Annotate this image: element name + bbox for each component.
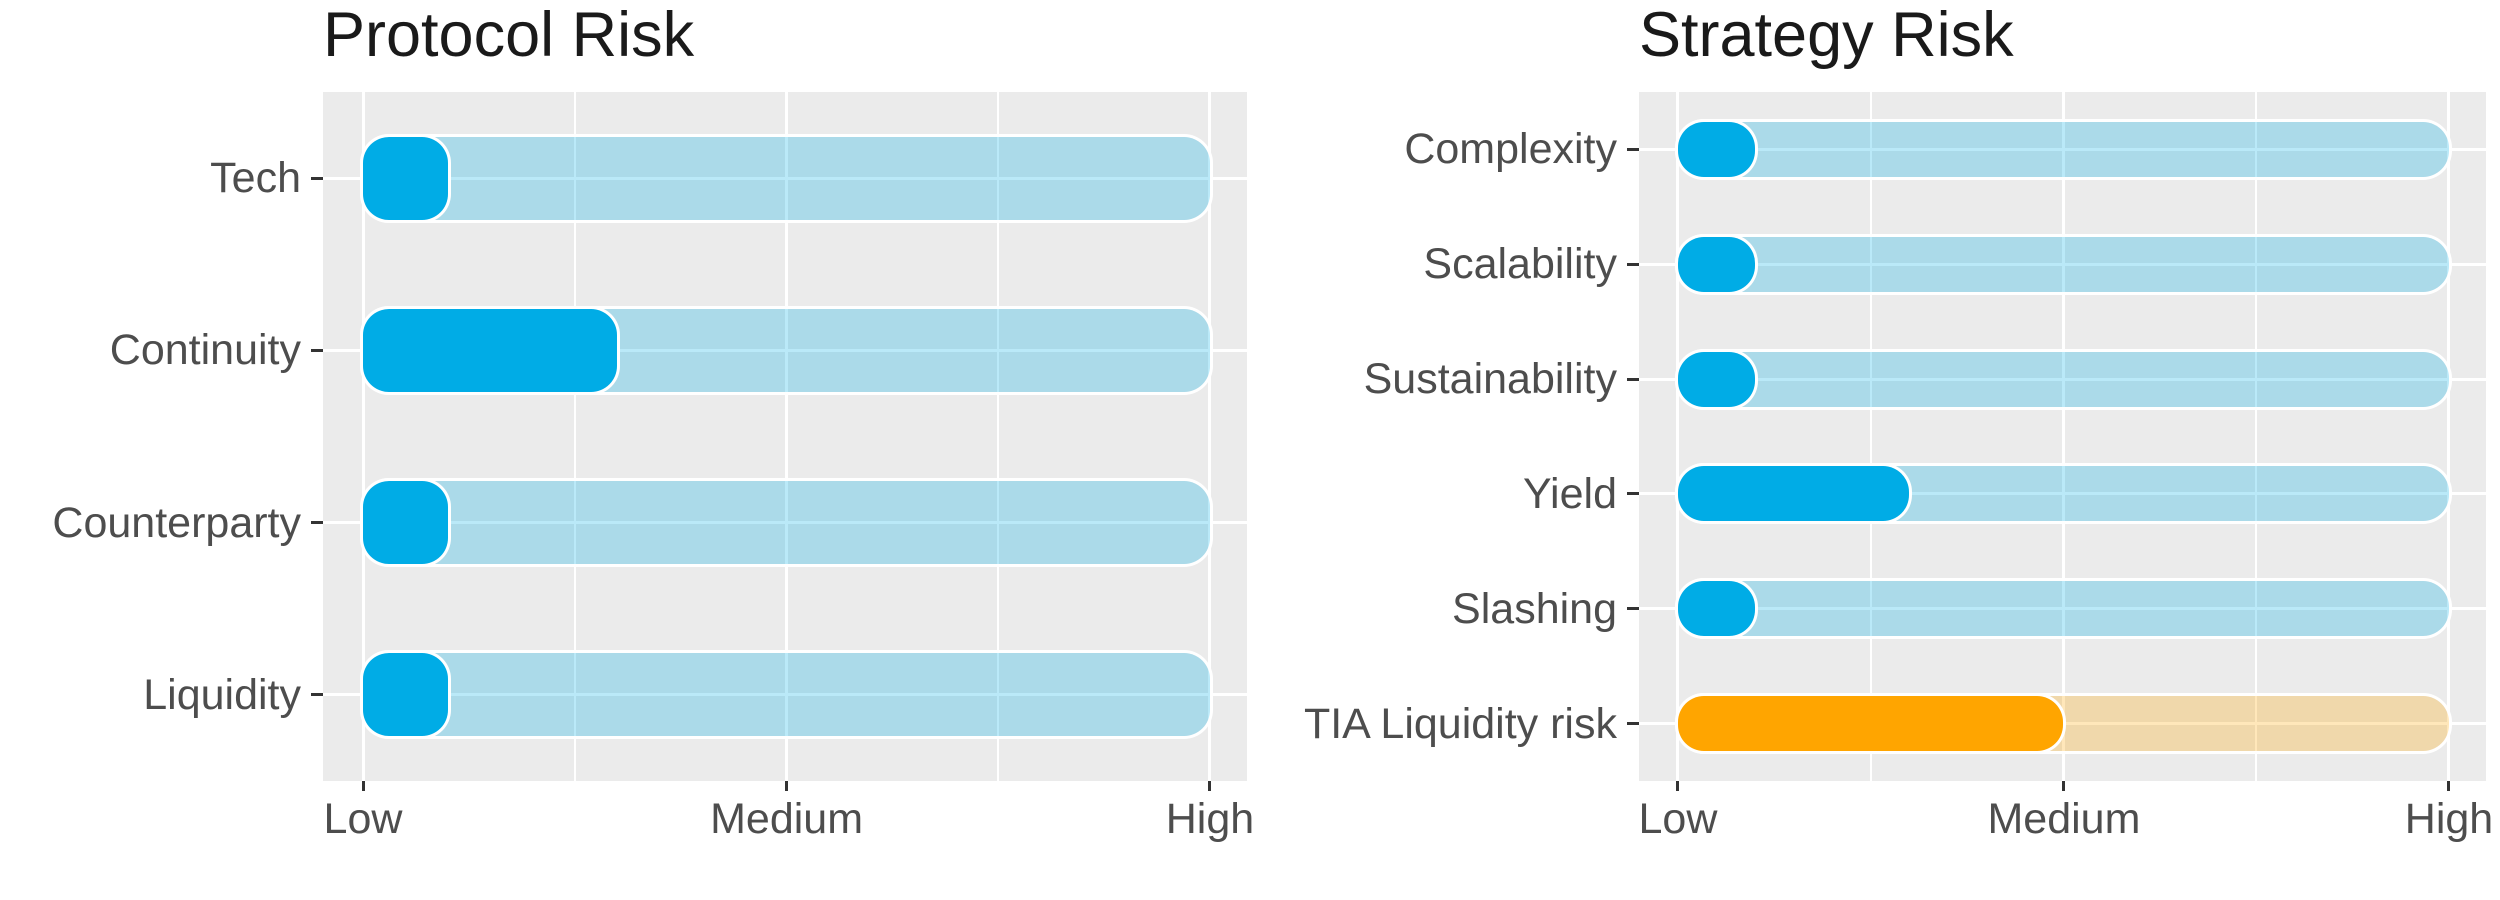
x-axis-label: High xyxy=(2404,795,2494,843)
y-tick-mark xyxy=(311,176,323,180)
x-tick-mark xyxy=(785,781,789,791)
risk-value-bar xyxy=(1677,696,2064,752)
risk-track-bar xyxy=(1677,696,2449,752)
gridline-horizontal-major xyxy=(1639,262,2486,266)
risk-value-bar xyxy=(363,136,448,220)
gridline-vertical-major xyxy=(2062,92,2066,781)
risk-value-bar xyxy=(1677,351,1756,407)
y-tick-mark xyxy=(311,693,323,697)
chart-title: Protocol Risk xyxy=(323,0,695,70)
gridline-horizontal-major xyxy=(1639,492,2486,496)
gridline-horizontal-major xyxy=(323,176,1247,180)
gridline-vertical-major xyxy=(2447,92,2451,781)
gridline-horizontal-major xyxy=(1639,377,2486,381)
x-axis-label: Medium xyxy=(1987,795,2141,843)
category-label: TIA Liquidity risk xyxy=(1303,699,1617,748)
y-tick-mark xyxy=(311,348,323,352)
risk-value-bar xyxy=(363,481,448,565)
category-label: Slashing xyxy=(1452,584,1617,633)
category-label: Scalability xyxy=(1423,240,1617,289)
y-tick-mark xyxy=(1627,607,1639,611)
x-tick-mark xyxy=(1676,781,1680,791)
category-label: Liquidity xyxy=(143,670,301,719)
risk-value-bar xyxy=(1677,236,1756,292)
category-label: Yield xyxy=(1522,469,1617,518)
risk-track-bar xyxy=(363,653,1210,737)
risk-track-bar xyxy=(1677,351,2449,407)
x-axis-label: Medium xyxy=(710,795,864,843)
x-axis-label: Low xyxy=(323,795,403,843)
gridline-horizontal-major xyxy=(323,693,1247,697)
risk-value-bar xyxy=(1677,466,1910,522)
risk-value-bar xyxy=(363,653,448,737)
risk-track-bar xyxy=(1677,581,2449,637)
gridline-vertical-minor xyxy=(2255,92,2258,781)
y-tick-mark xyxy=(1627,377,1639,381)
category-label: Continuity xyxy=(109,326,301,375)
x-axis-label: Low xyxy=(1638,795,1718,843)
gridline-vertical-major xyxy=(361,92,365,781)
x-tick-mark xyxy=(1208,781,1212,791)
category-label: Counterparty xyxy=(52,498,301,547)
risk-value-bar xyxy=(1677,581,1756,637)
y-tick-mark xyxy=(1627,147,1639,151)
risk-track-bar xyxy=(363,481,1210,565)
gridline-horizontal-major xyxy=(1639,722,2486,726)
risk-track-bar xyxy=(363,136,1210,220)
gridline-vertical-minor xyxy=(1869,92,1872,781)
category-label: Sustainability xyxy=(1363,355,1617,404)
plot-panel xyxy=(1639,92,2486,781)
gridline-vertical-major xyxy=(1676,92,1680,781)
y-tick-mark xyxy=(1627,262,1639,266)
y-tick-mark xyxy=(1627,492,1639,496)
risk-track-bar xyxy=(1677,466,2449,522)
gridline-horizontal-major xyxy=(323,521,1247,525)
y-tick-mark xyxy=(1627,722,1639,726)
gridline-horizontal-major xyxy=(1639,147,2486,151)
risk-track-bar xyxy=(1677,236,2449,292)
x-axis-label: High xyxy=(1165,795,1255,843)
gridline-vertical-major xyxy=(1208,92,1212,781)
x-tick-mark xyxy=(2062,781,2066,791)
category-label: Tech xyxy=(210,154,301,203)
y-tick-mark xyxy=(311,521,323,525)
gridline-vertical-major xyxy=(785,92,789,781)
risk-value-bar xyxy=(1677,121,1756,177)
category-label: Complexity xyxy=(1404,125,1617,174)
plot-panel xyxy=(323,92,1247,781)
x-tick-mark xyxy=(361,781,365,791)
chart-title: Strategy Risk xyxy=(1639,0,2014,70)
risk-track-bar xyxy=(1677,121,2449,177)
x-tick-mark xyxy=(2447,781,2451,791)
gridline-horizontal-major xyxy=(1639,607,2486,611)
risk-track-bar xyxy=(363,308,1210,392)
gridline-vertical-minor xyxy=(573,92,576,781)
gridline-horizontal-major xyxy=(323,348,1247,352)
risk-value-bar xyxy=(363,308,618,392)
gridline-vertical-minor xyxy=(997,92,1000,781)
